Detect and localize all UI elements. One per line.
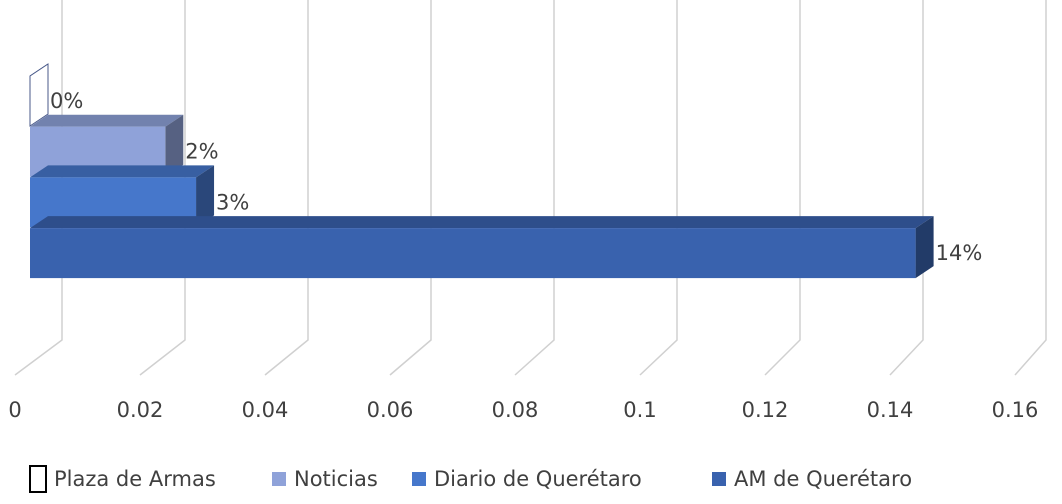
bar-top-face	[30, 216, 934, 229]
bar-side-face	[915, 216, 934, 279]
grid-line	[14, 0, 63, 376]
legend-label: Plaza de Armas	[54, 467, 216, 491]
grid-line	[764, 0, 801, 376]
grid-line	[264, 0, 309, 376]
legend-marker	[412, 472, 426, 486]
data-label: 14%	[936, 241, 983, 265]
x-tick-label: 0.02	[117, 398, 164, 422]
x-tick-label: 0	[8, 398, 21, 422]
data-label: 2%	[185, 140, 218, 164]
legend-label: Diario de Querétaro	[434, 467, 642, 491]
bar-side-face	[29, 63, 49, 127]
x-tick-label: 0.06	[367, 398, 414, 422]
bar-side-face	[165, 114, 184, 177]
legend-label: AM de Querétaro	[734, 467, 912, 491]
bar-side-face	[196, 165, 215, 228]
x-tick-label: 0.12	[742, 398, 789, 422]
grid-line	[139, 0, 186, 376]
legend-marker	[29, 465, 47, 493]
grid-line	[1014, 0, 1047, 376]
x-tick-label: 0.08	[492, 398, 539, 422]
grid-line	[639, 0, 678, 376]
x-tick-label: 0.16	[992, 398, 1039, 422]
bar	[30, 228, 916, 279]
grid-line	[389, 0, 432, 376]
x-tick-label: 0.14	[867, 398, 914, 422]
x-tick-label: 0.04	[242, 398, 289, 422]
data-label: 0%	[50, 89, 83, 113]
bar-top-face	[30, 114, 184, 127]
legend-label: Noticias	[294, 467, 378, 491]
grid-line	[514, 0, 555, 376]
data-label: 3%	[216, 190, 249, 214]
legend-marker	[272, 472, 286, 486]
bar-top-face	[30, 165, 215, 178]
x-tick-label: 0.1	[623, 398, 656, 422]
legend-marker	[712, 472, 726, 486]
grid-line	[889, 0, 924, 376]
